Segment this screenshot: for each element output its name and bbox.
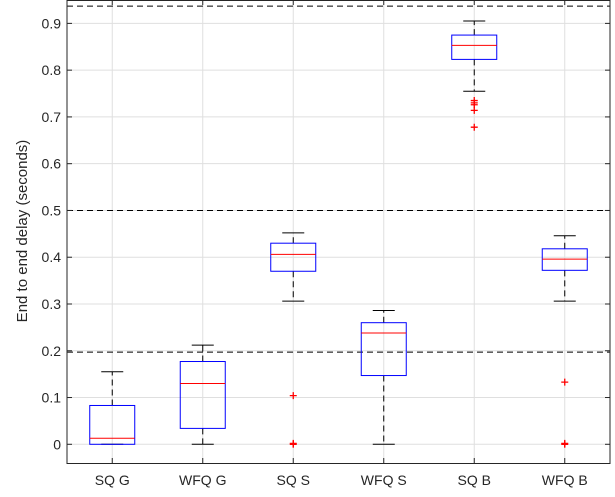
y-tick-label: 0.9 (42, 15, 62, 31)
y-tick-label: 0.1 (42, 390, 62, 406)
x-tick-label: SQ S (277, 472, 310, 488)
axes-frame (66, 0, 611, 464)
box-iqr (179, 361, 226, 429)
axes: 0 0.1 0.2 0.3 0.4 0.5 0.6 0.7 0.8 0.9 SQ G WFQ G SQ … (42, 0, 611, 488)
x-tick-label: WFQ S (361, 472, 407, 488)
box-iqr (89, 404, 136, 445)
box-iqr (360, 322, 407, 377)
y-axis-label: End to end delay (seconds) (14, 140, 31, 323)
reference-lines (67, 5, 610, 353)
x-tick-label: WFQ B (542, 472, 588, 488)
y-tick-label: 0.6 (42, 156, 62, 172)
outlier-marker (561, 440, 569, 448)
y-tick-label: 0.3 (42, 296, 62, 312)
y-tick-label: 0 (53, 436, 61, 452)
y-tick-label: 0.4 (42, 249, 62, 265)
box-iqr (270, 242, 317, 272)
y-tick-label: 0.5 (42, 202, 62, 218)
boxes-layer (89, 20, 588, 448)
outlier-marker (561, 378, 569, 386)
y-tick-label: 0.8 (42, 62, 62, 78)
outlier-marker (289, 440, 297, 448)
x-tick-label: SQ B (458, 472, 491, 488)
box-iqr (451, 34, 498, 60)
outlier-marker (289, 392, 297, 400)
plot-area (67, 0, 610, 463)
x-tick-label: SQ G (95, 472, 130, 488)
x-tick-label: WFQ G (179, 472, 226, 488)
outlier-marker (470, 106, 478, 114)
outlier-marker (470, 123, 478, 131)
y-tick-label: 0.7 (42, 109, 62, 125)
y-tick-label: 0.2 (42, 343, 62, 359)
